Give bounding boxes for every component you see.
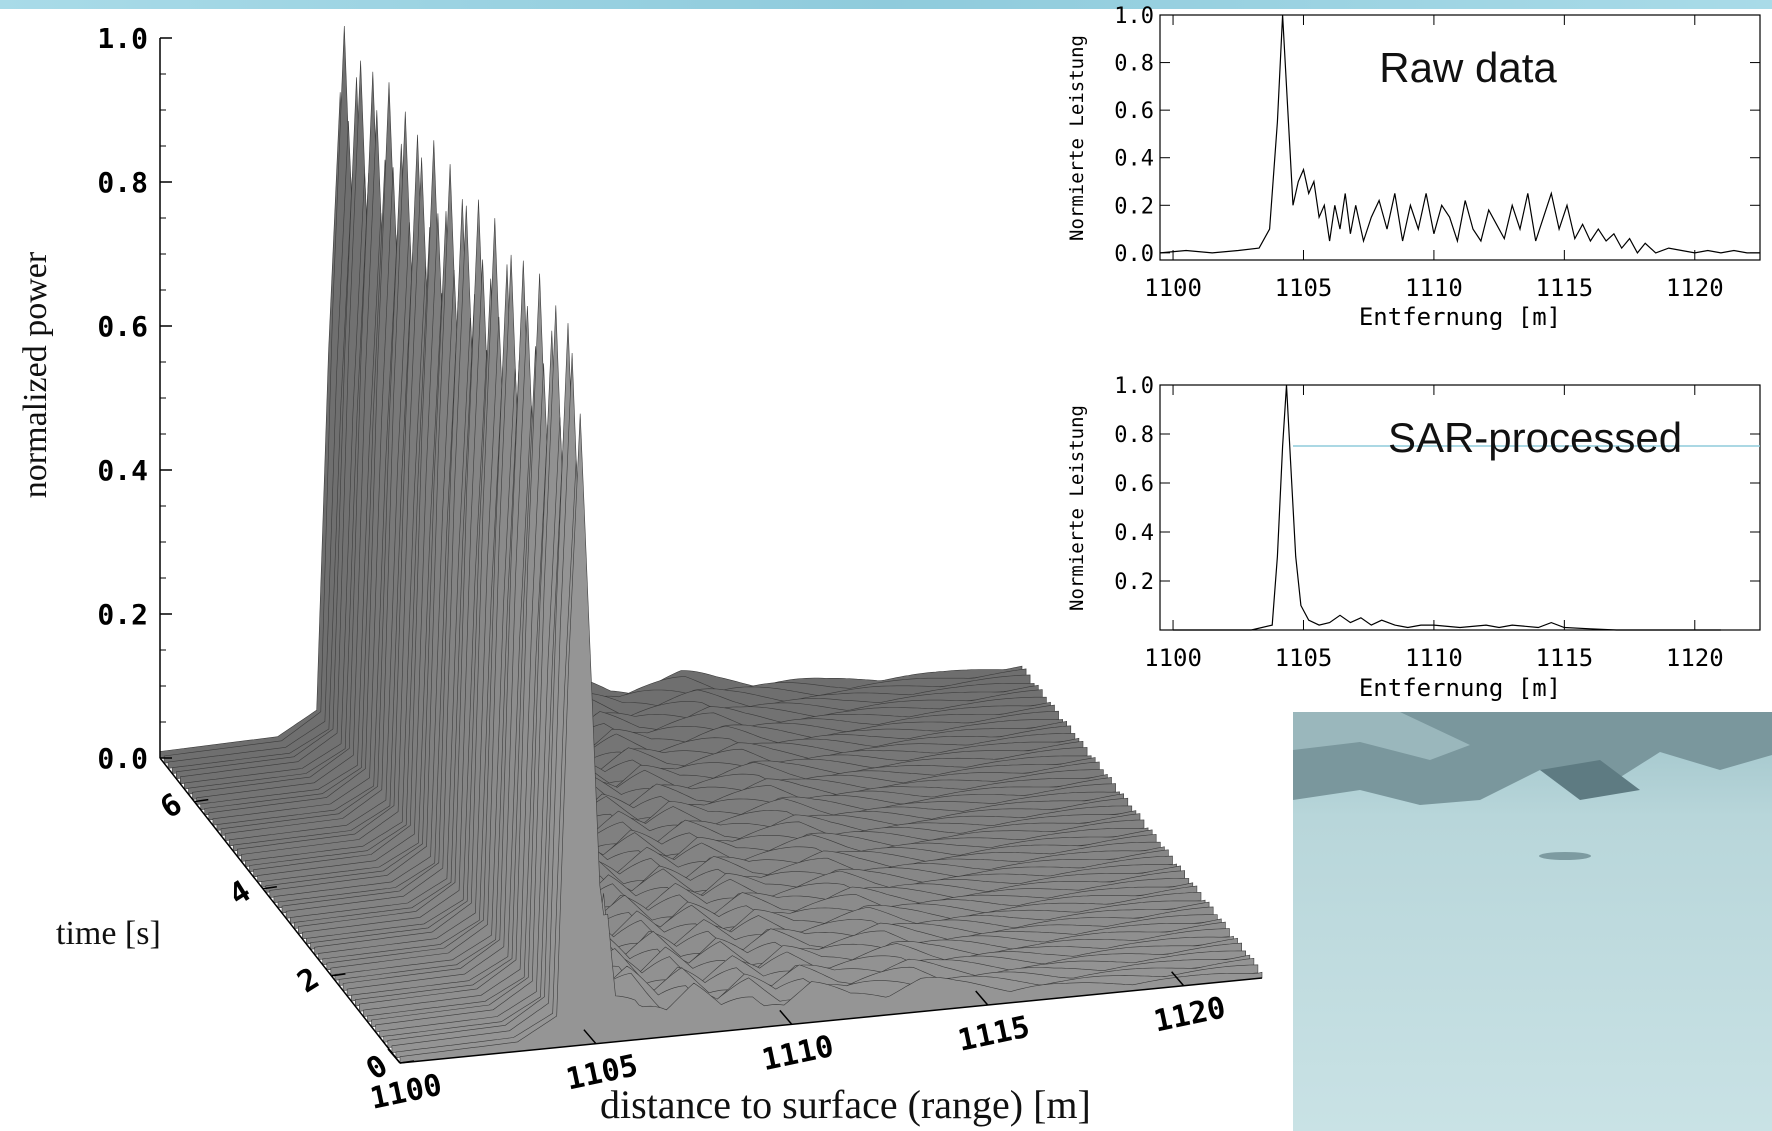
raw-data-panel: 1100 1105 1110 1115 1120 0.0 0.2 0.4 0.6 0.8 1.0 R… (1066, 4, 1761, 331)
sar-y-tick-label: 1.0 (1114, 374, 1154, 399)
sar-x-tick-label: 1105 (1275, 644, 1333, 672)
t-tick (262, 885, 277, 890)
photo-snow-patch (1293, 712, 1470, 760)
t-axis-label: time [s] (56, 915, 161, 952)
raw-y-tick-label: 0.0 (1114, 242, 1154, 267)
surface-slice (159, 92, 1023, 759)
sar-y-tick-label: 0.8 (1114, 423, 1154, 448)
top-decorative-band (0, 0, 1772, 9)
raw-x-tick-label: 1115 (1535, 274, 1593, 302)
raw-x-axis-label: Entfernung [m] (1359, 303, 1561, 331)
z-tick-label: 0.8 (97, 166, 148, 199)
x-axis-line (399, 977, 1263, 1064)
sar-x-axis-label: Entfernung [m] (1359, 674, 1561, 702)
raw-y-tick-label: 0.2 (1114, 194, 1154, 219)
raw-title: Raw data (1379, 44, 1557, 91)
t-tick-label: 6 (154, 787, 188, 826)
sar-x-tick-label: 1110 (1405, 644, 1463, 672)
raw-y-tick-label: 0.8 (1114, 52, 1154, 77)
raw-y-tick-label: 0.4 (1114, 147, 1154, 172)
raw-x-tick-label: 1120 (1666, 274, 1724, 302)
sar-x-tick-label: 1115 (1535, 644, 1593, 672)
sar-plot-frame (1159, 384, 1761, 631)
x-tick (583, 1029, 597, 1045)
surface-slice (176, 77, 1039, 780)
z-tick-label: 0.0 (97, 742, 148, 775)
sar-y-tick-label: 0.4 (1114, 521, 1154, 546)
sar-y-tick-label: 0.2 (1114, 570, 1154, 595)
surface-slice (167, 120, 1031, 769)
sar-x-tick-label: 1100 (1144, 644, 1202, 672)
raw-y-tick-label: 0.6 (1114, 99, 1154, 124)
raw-x-tick-label: 1105 (1275, 274, 1333, 302)
raw-y-tick-label: 1.0 (1114, 4, 1154, 29)
raw-x-tick-label: 1110 (1405, 274, 1463, 302)
x-tick (1171, 971, 1185, 987)
x-tick-label: 1120 (1151, 990, 1229, 1039)
raw-x-tick-label: 1100 (1144, 274, 1202, 302)
surface-slice (163, 25, 1027, 764)
sar-series-line (1173, 384, 1721, 631)
raw-ticks: 1100 1105 1110 1115 1120 0.0 0.2 0.4 0.6 0.8 1.0 (1114, 4, 1760, 302)
x-tick-label: 1110 (759, 1029, 837, 1078)
sar-x-tick-label: 1120 (1666, 644, 1724, 672)
z-tick-label: 0.4 (97, 454, 148, 487)
t-tick-label: 2 (292, 961, 326, 1000)
sar-processed-panel: 1100 1105 1110 1115 1120 0.2 0.4 0.6 0.8 1.0 SAR-… (1066, 374, 1761, 702)
x-axis-label: distance to surface (range) [m] (600, 1082, 1091, 1127)
raw-series-line (1159, 14, 1760, 254)
t-tick-label: 4 (223, 874, 257, 913)
x-tick-label: 1115 (955, 1010, 1033, 1059)
x-tick (779, 1009, 793, 1025)
sar-title: SAR-processed (1388, 414, 1682, 461)
sar-ticks: 1100 1105 1110 1115 1120 0.2 0.4 0.6 0.8 1.0 (1114, 374, 1760, 672)
glacier-photo (1293, 712, 1772, 1131)
x-tick (387, 1048, 401, 1064)
raw-plot-frame (1159, 14, 1761, 261)
sar-y-tick-label: 0.6 (1114, 472, 1154, 497)
photo-rock-outcrop (1540, 760, 1640, 800)
z-axis-label: normalized power (17, 251, 54, 498)
x-tick (975, 990, 989, 1006)
z-tick-label: 0.6 (97, 310, 148, 343)
t-axis-line (159, 757, 401, 1064)
z-tick-label: 1.0 (97, 22, 148, 55)
surface-slice (399, 413, 1263, 1064)
photo-small-lake (1539, 852, 1591, 860)
surface-mesh (159, 25, 1263, 1064)
t-tick (194, 798, 209, 803)
z-tick-label: 0.2 (97, 598, 148, 631)
raw-y-axis-label: Normierte Leistung (1066, 35, 1088, 241)
t-tick (331, 973, 346, 977)
sar-y-axis-label: Normierte Leistung (1066, 405, 1088, 611)
t-tick (399, 1060, 415, 1064)
